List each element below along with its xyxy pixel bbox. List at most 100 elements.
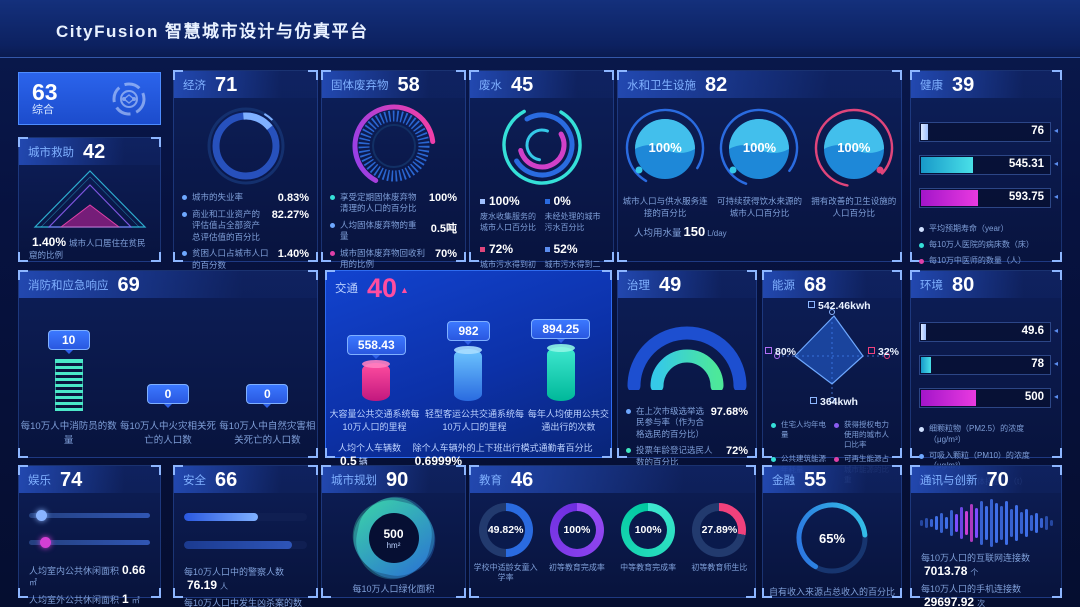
value-bubble: 0 [146, 384, 189, 409]
legend-label: 城市的失业率 [192, 192, 244, 202]
transit-cylinder [362, 360, 391, 401]
stat-value: 29697.92 [924, 595, 975, 607]
panel-safety[interactable]: 安全 66 每10万人口中的警察人数76.19人 每10万人口中发生凶杀案的数量… [173, 465, 318, 607]
legend-label: 人均固体废弃物的重量 [340, 219, 417, 242]
legend-label: 商业和工业资产的评估值占全部资产总评估值的百分比 [192, 209, 261, 242]
legend-label: 每10万人医院的病床数（床） [929, 239, 1034, 249]
panel-score: 90 [386, 468, 409, 491]
panel-transport[interactable]: 交通 40 558.43 982 894.25 大容量公共交通系统每10万人 [325, 270, 612, 468]
legend-label: 获得授权电力使用的城市人口比率 [844, 420, 889, 450]
panel-title: 娱乐 [28, 474, 51, 487]
panel-score: 49 [659, 273, 682, 296]
green-area-blob-chart: 500 hm² [339, 483, 448, 593]
panel-solid-waste[interactable]: 固体废弃物 58 享受定期固体废弃物清理的人口的百分比 100% 人均固体废弃物的… [321, 70, 466, 269]
stat-unit: 次 [977, 599, 986, 607]
panel-title: 城市救助 [28, 146, 74, 159]
stat-value: 0.6999% [414, 454, 463, 469]
indoor-leisure-slider[interactable] [29, 510, 150, 521]
panel-water-sanitation[interactable]: 水和卫生设施 82 100% 城市人口与供水服务连接的百分比 [617, 70, 902, 262]
metric-label: 每10万人中自然灾害相关死亡的人口数 [219, 421, 316, 447]
panel-title: 水和卫生设施 [627, 79, 696, 92]
axis-value-left: 80% [765, 346, 796, 358]
panel-urban-planning[interactable]: 城市规划 90 500 hm² 每10万人口绿化面积 [321, 465, 466, 598]
health-bar: 545.31 [919, 155, 1058, 175]
panel-title: 健康 [920, 79, 943, 92]
overall-score-badge[interactable]: 63 综合 [18, 72, 161, 125]
panel-title: 通讯与创新 [920, 474, 978, 487]
solid-waste-gauge-chart [322, 100, 465, 192]
stat-value: 76.19 [187, 578, 218, 592]
education-donut: 100% [549, 503, 604, 557]
axis-value-bottom: 364kwh [810, 396, 858, 408]
liquid-gauge: 100% [717, 106, 801, 190]
panel-score: 40 [367, 274, 409, 302]
panel-score: 80 [952, 273, 975, 296]
stat-unit: 个 [970, 568, 979, 577]
panel-economy[interactable]: 经济 71 城市的失业率 0.83% 商业和工业资产的评估值占全部资产总评估值的百… [173, 70, 318, 270]
stat-label: 人均个人车辆数 [338, 443, 402, 454]
panel-finance[interactable]: 金融 55 65% 自有收入来源占总收入的百分比 [762, 465, 902, 598]
metric-label: 废水收集服务的城市人口百分比 [480, 212, 536, 232]
donut-label: 初等教育师生比 [691, 563, 748, 572]
legend-value: 0.5吨 [430, 222, 457, 235]
overall-label: 综合 [32, 103, 54, 116]
legend-value: 70% [434, 247, 457, 260]
panel-score: 74 [60, 468, 83, 491]
finance-value: 65% [818, 530, 846, 546]
panel-title: 金融 [772, 474, 795, 487]
slum-ratio-label: 城市人口居住在贫民窟的比例 [29, 238, 146, 260]
panel-communication[interactable]: 通讯与创新 70 每10万人口的互联网连接数7013.78 个 每10万人口的手机… [910, 465, 1062, 607]
overall-score: 63 [32, 78, 58, 105]
health-bar: 593.75 [919, 188, 1058, 208]
green-area-value: 500 [383, 526, 404, 541]
gauge-label: 可持续获得饮水来源的城市人口百分比 [716, 196, 802, 218]
metric-label: 每年人均使用公共交通出行的次数 [527, 409, 609, 432]
stat-label: 每10万人口中发生凶杀案的数量 [184, 598, 303, 607]
legend-label: 每10万中医师的数量（人） [929, 255, 1026, 265]
axis-value-right: 32% [868, 346, 899, 358]
stat-label: 每10万人口中的警察人数 [184, 567, 285, 577]
panel-title: 教育 [479, 474, 502, 487]
donut-label: 学校中适龄女童入学率 [473, 563, 538, 583]
panel-energy[interactable]: 能源 68 542.46kwh 32% 364kwh [762, 270, 902, 484]
panel-score: 46 [511, 468, 534, 491]
metric-label: 每10万人中消防员的数量 [20, 421, 117, 447]
panel-wastewater[interactable]: 废水 45 100% 废水收集服务的城市人口百分比 0% 未经处理的城市污水百分比 … [469, 70, 614, 279]
economy-donut-chart [174, 100, 317, 192]
legend-label: 住宅人均年电量 [781, 420, 826, 440]
triangle-chart [19, 167, 160, 233]
stat-value: 0.66 [122, 563, 146, 577]
panel-score: 71 [215, 73, 238, 96]
panel-title: 交通 [335, 283, 358, 295]
panel-environment[interactable]: 环境 80 49.6 78 500 细颗粒物（PM2.5）的浓度（μg/m³） … [910, 270, 1062, 486]
environment-bar: 78 [919, 355, 1058, 375]
gauge-label: 拥有改善的卫生设施的人口百分比 [811, 196, 897, 218]
gauge-label: 城市人口与供水服务连接的百分比 [622, 196, 708, 218]
legend-label: 贫困人口占城市人口的百分数 [192, 248, 269, 270]
panel-score: 68 [804, 273, 827, 296]
outdoor-leisure-slider[interactable] [29, 537, 150, 548]
legend-label: 细颗粒物（PM2.5）的浓度（μg/m³） [929, 424, 1025, 444]
panel-education[interactable]: 教育 46 49.82% 学校中适龄女童入学率 100% 初等教育完成率 100… [469, 465, 756, 598]
panel-city-aid[interactable]: 城市救助 42 1.40% 城市人口居住在贫民窟的比例 [18, 137, 161, 262]
environment-bar: 49.6 [919, 322, 1058, 342]
health-bar: 76 [919, 122, 1058, 142]
transit-cylinder [546, 344, 575, 401]
panel-entertainment[interactable]: 娱乐 74 人均室内公共休闲面积 0.66㎡ 人均室外公共休闲面积 1 ㎡ [18, 465, 161, 606]
panel-governance[interactable]: 治理 49 在上次市级选举选民参与率（作为合格选民的百分比） 97.68% 投票年… [617, 270, 757, 467]
environment-bar: 500 [919, 388, 1058, 408]
panel-title: 废水 [479, 79, 502, 92]
panel-fire-emergency[interactable]: 消防和应急响应 69 10 每10万人中消防员的数量 0 每10万人中火灾相关死… [18, 270, 318, 458]
legend-label: 平均预期寿命（year） [929, 224, 1009, 233]
stat-unit: ㎡ [131, 596, 140, 605]
panel-health[interactable]: 健康 39 76 545.31 593.75 平均预期寿命（year） 每10万… [910, 70, 1062, 265]
legend-value: 1.40% [277, 248, 309, 261]
metric-value: 72% [489, 241, 514, 256]
panel-score: 66 [215, 468, 238, 491]
legend-label: 在上次市级选举选民参与率（作为合格选民的百分比） [636, 406, 705, 439]
metric-value: 100% [489, 194, 520, 208]
panel-title: 治理 [627, 279, 650, 292]
value-bubble: 10 [47, 330, 90, 355]
water-usage-value: 150 [683, 223, 706, 239]
